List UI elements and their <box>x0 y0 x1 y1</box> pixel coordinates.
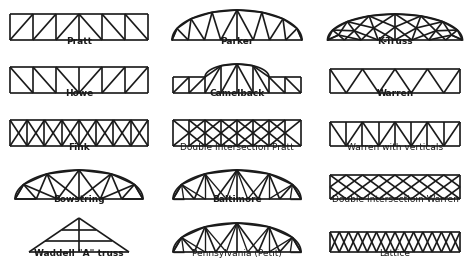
Text: Waddell "A" truss: Waddell "A" truss <box>34 249 124 258</box>
Text: Double Intersection Pratt: Double Intersection Pratt <box>180 143 294 152</box>
Text: Warren: Warren <box>376 90 414 99</box>
Text: Warren with verticals: Warren with verticals <box>347 143 443 152</box>
Text: K-Truss: K-Truss <box>377 37 413 46</box>
Text: Bowstring: Bowstring <box>53 196 105 205</box>
Text: Pratt: Pratt <box>66 37 92 46</box>
Text: Camelback: Camelback <box>210 90 264 99</box>
Text: Pennsylvania (Petit): Pennsylvania (Petit) <box>192 249 282 258</box>
Text: Baltimore: Baltimore <box>212 196 262 205</box>
Text: Lattice: Lattice <box>380 249 410 258</box>
Text: Parker: Parker <box>220 37 254 46</box>
Text: Howe: Howe <box>65 90 93 99</box>
Text: Double Intersectioin Warren: Double Intersectioin Warren <box>331 196 458 205</box>
Text: Fink: Fink <box>68 143 90 152</box>
